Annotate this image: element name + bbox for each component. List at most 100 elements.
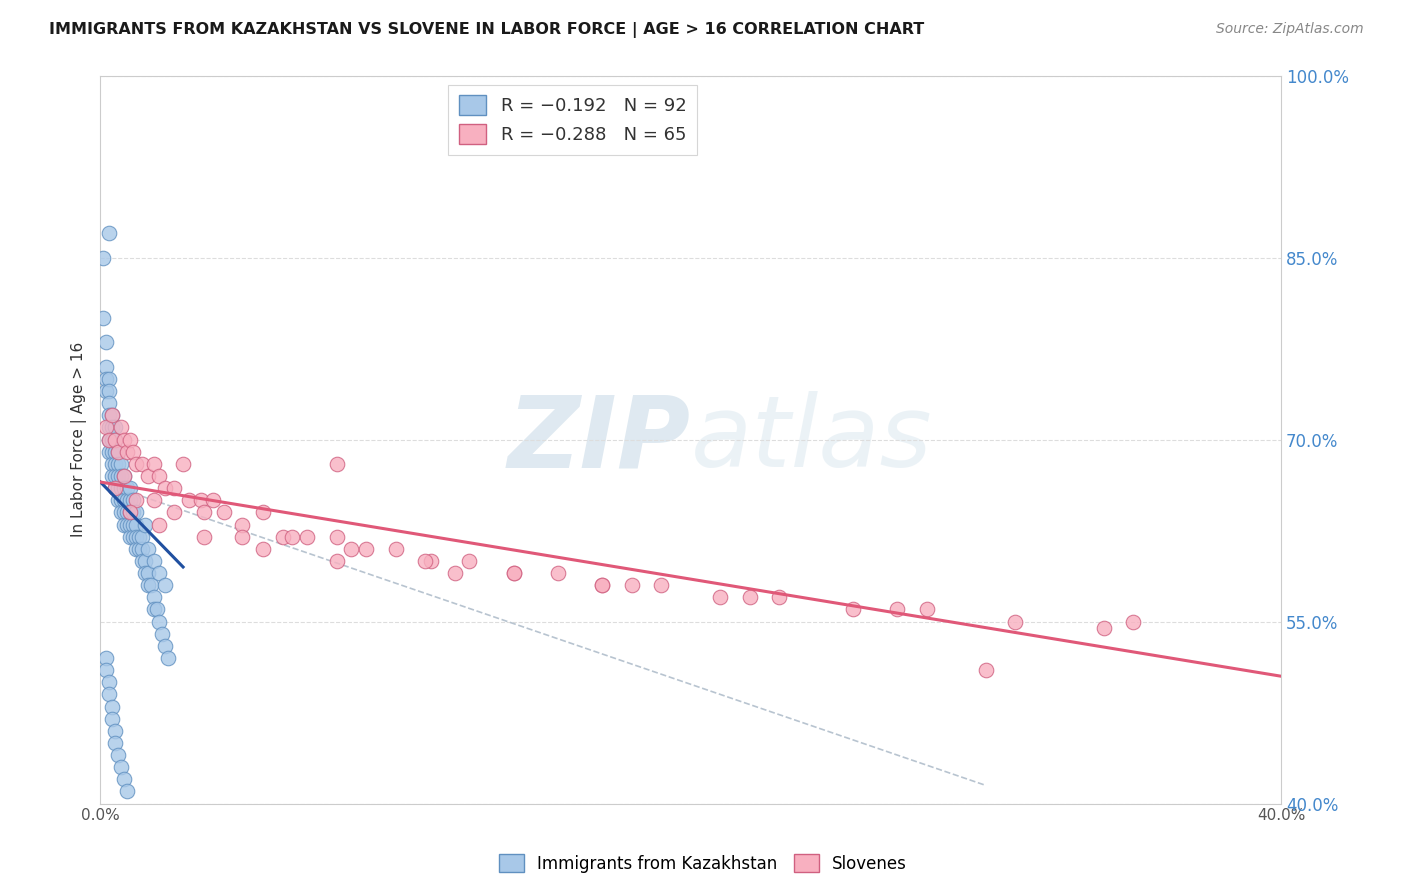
Point: [142, 602, 165, 616]
Point: [738, 591, 761, 605]
Y-axis label: In Labor Force | Age > 16: In Labor Force | Age > 16: [72, 342, 87, 537]
Point: [768, 591, 790, 605]
Point: [155, 481, 177, 495]
Text: Source: ZipAtlas.com: Source: ZipAtlas.com: [1216, 22, 1364, 37]
Text: IMMIGRANTS FROM KAZAKHSTAN VS SLOVENE IN LABOR FORCE | AGE > 16 CORRELATION CHAR: IMMIGRANTS FROM KAZAKHSTAN VS SLOVENE IN…: [49, 22, 925, 38]
Point: [96, 420, 118, 434]
Point: [98, 396, 121, 410]
Point: [131, 530, 153, 544]
Point: [420, 554, 443, 568]
Point: [134, 566, 156, 580]
Point: [118, 505, 141, 519]
Point: [112, 481, 135, 495]
Point: [136, 541, 159, 556]
Point: [443, 566, 465, 580]
Point: [93, 251, 115, 265]
Point: [115, 481, 138, 495]
Point: [98, 433, 121, 447]
Point: [104, 469, 127, 483]
Point: [107, 457, 129, 471]
Point: [125, 493, 148, 508]
Point: [107, 444, 129, 458]
Point: [104, 420, 127, 434]
Point: [107, 748, 129, 763]
Point: [118, 481, 141, 495]
Point: [101, 433, 124, 447]
Point: [201, 493, 224, 508]
Point: [101, 457, 124, 471]
Point: [101, 409, 124, 423]
Point: [148, 517, 170, 532]
Point: [155, 639, 177, 653]
Point: [125, 457, 148, 471]
Point: [107, 444, 129, 458]
Point: [122, 444, 145, 458]
Point: [142, 554, 165, 568]
Point: [384, 541, 406, 556]
Point: [115, 784, 138, 798]
Point: [98, 409, 121, 423]
Point: [148, 615, 170, 629]
Point: [842, 602, 865, 616]
Point: [110, 760, 132, 774]
Point: [591, 578, 613, 592]
Point: [125, 505, 148, 519]
Point: [96, 372, 118, 386]
Text: atlas: atlas: [690, 391, 932, 488]
Point: [458, 554, 481, 568]
Point: [142, 493, 165, 508]
Point: [163, 505, 186, 519]
Point: [252, 505, 274, 519]
Point: [340, 541, 363, 556]
Point: [112, 433, 135, 447]
Point: [915, 602, 938, 616]
Point: [1004, 615, 1026, 629]
Point: [122, 530, 145, 544]
Legend: R = −0.192   N = 92, R = −0.288   N = 65: R = −0.192 N = 92, R = −0.288 N = 65: [449, 85, 697, 155]
Point: [125, 530, 148, 544]
Point: [122, 493, 145, 508]
Point: [96, 359, 118, 374]
Text: ZIP: ZIP: [508, 391, 690, 488]
Point: [118, 433, 141, 447]
Point: [650, 578, 672, 592]
Point: [104, 736, 127, 750]
Point: [118, 493, 141, 508]
Point: [157, 651, 180, 665]
Point: [115, 493, 138, 508]
Point: [136, 566, 159, 580]
Point: [104, 433, 127, 447]
Point: [281, 530, 304, 544]
Point: [98, 227, 121, 241]
Point: [152, 626, 174, 640]
Point: [118, 530, 141, 544]
Point: [110, 493, 132, 508]
Point: [190, 493, 212, 508]
Point: [101, 469, 124, 483]
Point: [231, 517, 253, 532]
Point: [1092, 621, 1115, 635]
Point: [591, 578, 613, 592]
Point: [142, 457, 165, 471]
Point: [325, 554, 347, 568]
Point: [155, 578, 177, 592]
Point: [104, 457, 127, 471]
Point: [107, 481, 129, 495]
Point: [104, 433, 127, 447]
Point: [118, 517, 141, 532]
Point: [96, 651, 118, 665]
Point: [112, 493, 135, 508]
Point: [101, 420, 124, 434]
Point: [134, 517, 156, 532]
Point: [547, 566, 569, 580]
Point: [122, 517, 145, 532]
Point: [96, 384, 118, 398]
Point: [101, 712, 124, 726]
Point: [139, 578, 162, 592]
Point: [98, 444, 121, 458]
Point: [163, 481, 186, 495]
Point: [110, 481, 132, 495]
Point: [98, 372, 121, 386]
Point: [104, 723, 127, 738]
Point: [131, 541, 153, 556]
